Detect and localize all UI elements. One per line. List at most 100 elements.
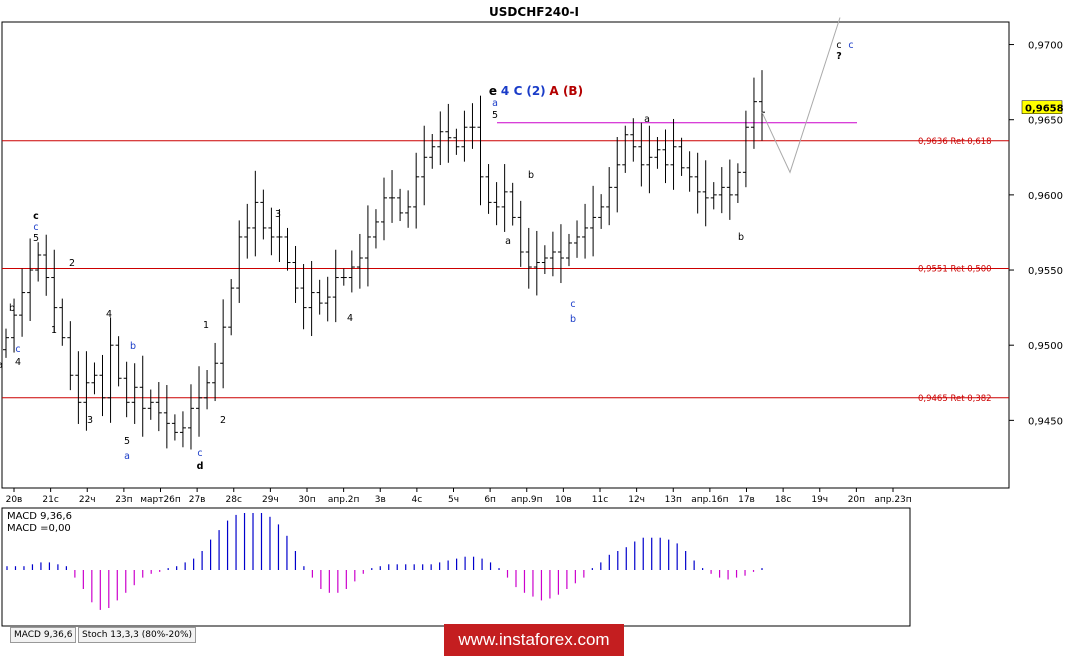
- price-tick-label: 0,9600: [1028, 191, 1063, 202]
- price-bar: [630, 118, 637, 162]
- wave-label: c: [197, 448, 202, 459]
- time-tick-label: апр.9п: [511, 495, 543, 505]
- price-bar: [51, 249, 58, 333]
- wave-label: 1: [203, 320, 209, 331]
- price-tick-label: 0,9700: [1028, 41, 1063, 52]
- price-tick-label: 0,9450: [1028, 416, 1063, 427]
- time-tick-label: 5ч: [448, 495, 459, 505]
- wave-label: 5: [124, 436, 130, 447]
- wave-label: 5: [33, 233, 39, 244]
- price-bar: [187, 384, 194, 450]
- price-bar: [147, 389, 154, 420]
- price-bar: [710, 182, 717, 210]
- price-bar: [324, 276, 331, 322]
- price-bar: [429, 133, 436, 169]
- wave-label: a: [0, 360, 3, 371]
- price-bar: [381, 177, 387, 241]
- price-bar: [308, 261, 315, 337]
- price-bar: [163, 385, 170, 449]
- wave-label: 4: [106, 309, 112, 320]
- wave-label: 2: [69, 258, 75, 269]
- price-bar: [421, 125, 428, 206]
- wave-label: c: [33, 211, 39, 222]
- time-tick-label: апр.16п: [691, 495, 728, 505]
- time-tick-label: 6п: [484, 495, 496, 505]
- time-tick-label: 22ч: [79, 495, 96, 505]
- price-bar: [734, 163, 741, 203]
- price-bar: [565, 233, 572, 267]
- price-bar: [139, 355, 146, 437]
- price-bar: [646, 125, 653, 194]
- price-bar: [276, 209, 283, 262]
- wave-label: 1: [51, 325, 57, 336]
- watermark: www.instaforex.com: [444, 624, 624, 656]
- price-bar: [686, 151, 693, 192]
- price-bar: [212, 342, 219, 402]
- price-bar: [718, 167, 725, 214]
- macd-value-text: MACD =0,00: [7, 523, 71, 534]
- wave-label: e: [489, 84, 497, 98]
- wave-label: ?: [836, 51, 842, 62]
- time-tick-label: 4с: [412, 495, 423, 505]
- wave-label: c: [15, 344, 20, 355]
- price-tick-label: 0,9500: [1028, 341, 1063, 352]
- wave-label: b: [9, 303, 15, 314]
- price-bar: [123, 361, 130, 418]
- price-bar: [244, 203, 251, 259]
- time-tick-label: 17в: [738, 495, 755, 505]
- wave-label: c: [848, 40, 853, 51]
- price-bar: [445, 103, 452, 163]
- price-bar: [622, 125, 629, 173]
- price-bars: [3, 70, 765, 450]
- price-bar: [397, 188, 404, 222]
- indicator-plot-frame: [1, 507, 911, 627]
- wave-label: 3: [275, 209, 281, 220]
- price-bar: [372, 209, 379, 249]
- price-bar: [155, 382, 162, 432]
- price-bar: [43, 234, 50, 296]
- wave-label: b: [738, 232, 744, 243]
- tab-macd[interactable]: MACD 9,36,6: [10, 627, 77, 643]
- time-tick-label: 12ч: [628, 495, 645, 505]
- chart-title: USDCHF240-I: [489, 5, 579, 19]
- price-bar: [437, 111, 444, 166]
- time-tick-label: 20в: [6, 495, 23, 505]
- price-bar: [228, 279, 235, 336]
- price-bar: [59, 298, 66, 346]
- price-bar: [131, 363, 138, 424]
- price-bar: [541, 245, 548, 275]
- price-axis: 0,9700 0,9650 0,9600 0,9550 0,9500 0,9450: [1009, 41, 1063, 427]
- macd-value-label: MACD =0,00: [7, 523, 71, 534]
- price-bar: [509, 182, 516, 226]
- price-bar: [461, 110, 468, 162]
- price-bar: [477, 95, 484, 206]
- time-tick-label: 20п: [848, 495, 865, 505]
- time-tick-label: 13п: [665, 495, 682, 505]
- time-tick-label: апр.23п: [874, 495, 911, 505]
- fibonacci-levels: 0,9636 Ret 0,618 0,9551 Ret 0,500 0,9465 R…: [2, 137, 1009, 404]
- wave-label: d: [197, 461, 204, 472]
- price-bar: [389, 170, 396, 223]
- price-bar: [11, 298, 18, 353]
- tab-stoch[interactable]: Stoch 13,3,3 (80%-20%): [78, 627, 197, 643]
- wave-label: a: [644, 114, 650, 125]
- wave-label: 4: [347, 313, 353, 324]
- wave-label: c: [33, 222, 38, 233]
- price-bar: [750, 77, 757, 149]
- price-bar: [678, 137, 685, 176]
- price-bar: [196, 366, 203, 437]
- price-bar: [614, 136, 621, 213]
- price-bar: [115, 336, 122, 387]
- wave-label: a: [505, 236, 511, 247]
- time-tick-label: 11с: [592, 495, 608, 505]
- price-bar: [332, 249, 339, 323]
- time-tick-label: 10в: [555, 495, 572, 505]
- time-tick-label: 19ч: [811, 495, 828, 505]
- price-bar: [590, 185, 597, 257]
- time-axis: 20в 21с 22ч 23п март26п 27в 28с 29ч 30п апр.2п 3в 4…: [6, 488, 912, 505]
- price-bar: [300, 264, 307, 330]
- time-tick-label: 3в: [375, 495, 386, 505]
- price-bar: [27, 238, 34, 321]
- price-bar: [236, 220, 243, 303]
- time-tick-label: 30п: [298, 495, 315, 505]
